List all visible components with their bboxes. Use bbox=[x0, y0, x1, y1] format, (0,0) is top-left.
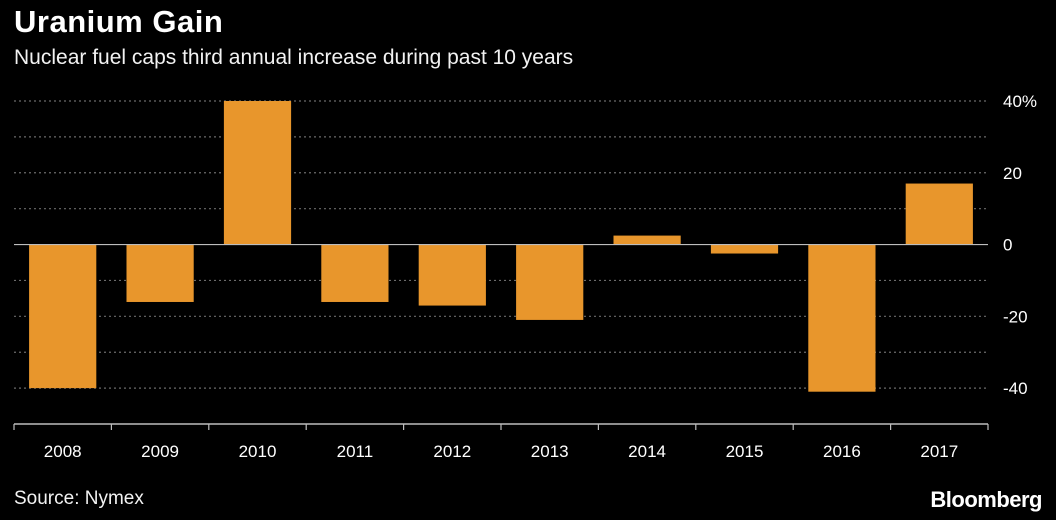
bar-2016 bbox=[808, 244, 876, 392]
bar-2015 bbox=[710, 244, 779, 254]
bar-2013 bbox=[516, 244, 584, 320]
bar-2012 bbox=[418, 244, 486, 306]
x-tick-label: 2016 bbox=[823, 442, 861, 461]
x-tick-label: 2015 bbox=[726, 442, 764, 461]
y-tick-label: -40 bbox=[1003, 379, 1028, 398]
bar-2009 bbox=[126, 244, 194, 302]
x-tick-labels: 2008 2009 2010 2011 2012 2013 2014 2015 2016 2017 bbox=[44, 442, 958, 461]
bar-2011 bbox=[321, 244, 389, 302]
bar-2017 bbox=[905, 183, 973, 245]
x-tick-label: 2008 bbox=[44, 442, 82, 461]
x-tick-label: 2011 bbox=[337, 442, 374, 461]
y-tick-label: 40% bbox=[1003, 92, 1037, 111]
x-tick-label: 2017 bbox=[920, 442, 958, 461]
x-tick-label: 2013 bbox=[531, 442, 569, 461]
y-tick-label: 0 bbox=[1003, 236, 1012, 255]
bloomberg-logo: Bloomberg bbox=[930, 487, 1042, 512]
bar-2014 bbox=[613, 235, 681, 245]
y-tick-label: -20 bbox=[1003, 307, 1028, 326]
bar-2008 bbox=[29, 244, 97, 389]
chart-title: Uranium Gain bbox=[14, 4, 224, 39]
chart-subtitle: Nuclear fuel caps third annual increase … bbox=[14, 46, 574, 69]
source-note: Source: Nymex bbox=[14, 488, 144, 509]
x-tick-label: 2014 bbox=[628, 442, 666, 461]
x-tick-label: 2012 bbox=[433, 442, 471, 461]
x-tick-label: 2010 bbox=[239, 442, 277, 461]
x-tick-label: 2009 bbox=[141, 442, 179, 461]
y-tick-label: 20 bbox=[1003, 164, 1022, 183]
bar-2010 bbox=[223, 101, 292, 245]
bars bbox=[29, 101, 973, 392]
x-axis bbox=[13, 243, 989, 430]
y-tick-labels: 40% 20 0 -20 -40 bbox=[1003, 92, 1037, 398]
